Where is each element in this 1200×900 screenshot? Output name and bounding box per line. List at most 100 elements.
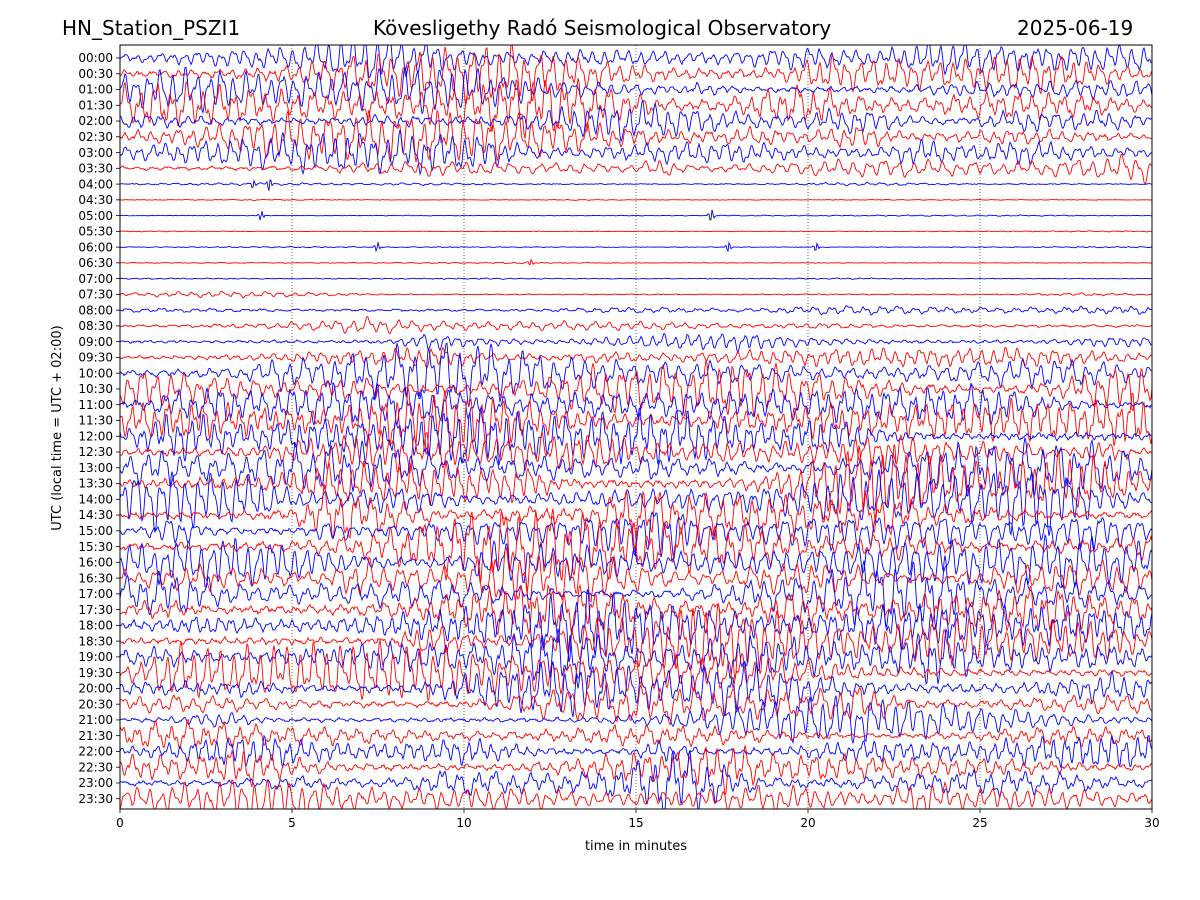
trace-1800 xyxy=(120,588,1152,663)
y-tick-label: 19:30 xyxy=(78,666,113,680)
trace-0230 xyxy=(120,109,1152,163)
trace-0530 xyxy=(120,230,1152,233)
y-tick-label: 17:30 xyxy=(78,603,113,617)
y-tick-label: 19:00 xyxy=(78,650,113,664)
trace-2100 xyxy=(120,695,1152,744)
trace-0100 xyxy=(120,65,1152,115)
trace-1400 xyxy=(120,469,1152,537)
y-tick-label: 11:30 xyxy=(78,414,113,428)
y-tick-label: 18:00 xyxy=(78,619,113,633)
y-tick-label: 08:00 xyxy=(78,303,113,317)
trace-1930 xyxy=(120,639,1152,702)
y-tick-label: 01:30 xyxy=(78,98,113,112)
trace-1030 xyxy=(120,360,1152,418)
y-tick-label: 14:30 xyxy=(78,508,113,522)
y-axis-label: UTC (local time = UTC + 02:00) xyxy=(50,325,65,530)
trace-0630 xyxy=(120,258,1152,266)
x-tick-label: 15 xyxy=(628,816,643,830)
trace-1630 xyxy=(120,546,1152,610)
y-tick-label: 13:30 xyxy=(78,477,113,491)
trace-1500 xyxy=(120,510,1152,560)
y-tick-label: 22:00 xyxy=(78,745,113,759)
trace-2330 xyxy=(120,779,1152,809)
y-tick-label: 15:30 xyxy=(78,540,113,554)
trace-0400 xyxy=(120,179,1152,191)
x-tick-label: 25 xyxy=(972,816,987,830)
trace-1100 xyxy=(120,381,1152,428)
trace-0030 xyxy=(120,45,1152,105)
trace-0830 xyxy=(120,315,1152,335)
trace-1230 xyxy=(120,429,1152,475)
trace-0330 xyxy=(120,152,1152,185)
trace-0700 xyxy=(120,277,1152,280)
trace-0900 xyxy=(120,332,1152,354)
trace-0600 xyxy=(120,241,1152,253)
y-tick-label: 02:00 xyxy=(78,114,113,128)
trace-1300 xyxy=(120,437,1152,498)
trace-2000 xyxy=(120,660,1152,718)
trace-1700 xyxy=(120,555,1152,629)
y-tick-label: 08:30 xyxy=(78,319,113,333)
x-tick-label: 5 xyxy=(288,816,296,830)
y-tick-label: 12:30 xyxy=(78,445,113,459)
y-tick-label: 07:00 xyxy=(78,272,113,286)
y-tick-label: 16:00 xyxy=(78,556,113,570)
trace-0500 xyxy=(120,209,1152,221)
grid-lines xyxy=(291,45,981,809)
y-tick-label: 20:30 xyxy=(78,697,113,711)
y-tick-label: 13:00 xyxy=(78,461,113,475)
trace-0930 xyxy=(120,346,1152,369)
x-axis-label: time in minutes xyxy=(585,839,687,854)
chart-date: 2025-06-19 xyxy=(1017,16,1134,40)
y-tick-label: 03:30 xyxy=(78,162,113,176)
trace-2200 xyxy=(120,734,1152,769)
y-tick-label: 22:30 xyxy=(78,760,113,774)
y-tick-label: 05:00 xyxy=(78,209,113,223)
trace-1830 xyxy=(120,602,1152,681)
trace-2300 xyxy=(120,750,1152,809)
traces xyxy=(120,45,1152,809)
trace-0800 xyxy=(120,304,1152,316)
y-tick-label: 10:30 xyxy=(78,382,113,396)
y-tick-label: 06:00 xyxy=(78,240,113,254)
x-ticks: 0 5 10 15 20 25 30 xyxy=(116,809,1160,830)
y-tick-label: 07:30 xyxy=(78,288,113,302)
trace-0130 xyxy=(120,78,1152,139)
trace-0730 xyxy=(120,290,1152,299)
y-tick-label: 11:00 xyxy=(78,398,113,412)
station-name: HN_Station_PSZI1 xyxy=(62,16,241,40)
y-tick-label: 20:00 xyxy=(78,682,113,696)
trace-1730 xyxy=(120,583,1152,635)
y-tick-label: 03:00 xyxy=(78,146,113,160)
y-tick-label: 09:30 xyxy=(78,351,113,365)
y-tick-label: 00:00 xyxy=(78,51,113,65)
y-tick-label: 04:00 xyxy=(78,177,113,191)
y-tick-label: 02:30 xyxy=(78,130,113,144)
trace-1900 xyxy=(120,627,1152,689)
trace-1600 xyxy=(120,533,1152,589)
trace-0430 xyxy=(120,198,1152,201)
x-tick-label: 10 xyxy=(456,816,471,830)
trace-2230 xyxy=(120,745,1152,796)
chart-title: Kövesligethy Radó Seismological Observat… xyxy=(373,16,832,40)
y-tick-label: 10:00 xyxy=(78,366,113,380)
y-tick-label: 09:00 xyxy=(78,335,113,349)
trace-1530 xyxy=(120,508,1152,594)
trace-0200 xyxy=(120,99,1152,143)
x-tick-label: 20 xyxy=(800,816,815,830)
y-tick-label: 05:30 xyxy=(78,225,113,239)
y-tick-label: 21:30 xyxy=(78,729,113,743)
y-tick-label: 06:30 xyxy=(78,256,113,270)
y-tick-label: 15:00 xyxy=(78,524,113,538)
trace-2030 xyxy=(120,682,1152,726)
y-tick-label: 18:30 xyxy=(78,634,113,648)
trace-0000 xyxy=(120,45,1152,79)
x-tick-label: 0 xyxy=(116,816,124,830)
y-tick-label: 21:00 xyxy=(78,713,113,727)
trace-0300 xyxy=(120,129,1152,176)
y-tick-label: 16:30 xyxy=(78,571,113,585)
y-tick-label: 17:00 xyxy=(78,587,113,601)
y-tick-label: 00:30 xyxy=(78,67,113,81)
